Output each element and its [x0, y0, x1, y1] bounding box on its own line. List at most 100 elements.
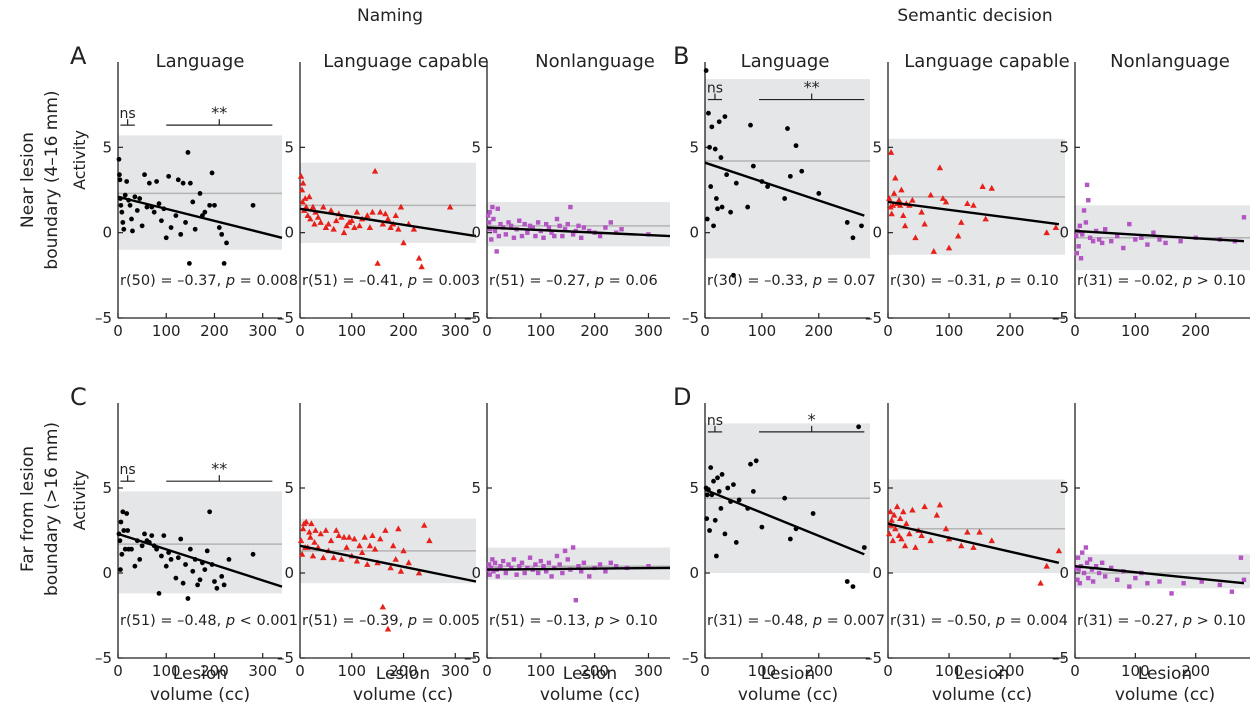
data-point [1133, 575, 1138, 581]
y-tick-label: 5 [689, 479, 699, 497]
x-tick-label: 100 [1121, 322, 1150, 340]
data-point [1074, 233, 1079, 239]
x-tick-label: 300 [634, 322, 663, 340]
data-point [1217, 582, 1223, 588]
data-point [544, 221, 549, 227]
panel-a-nonlanguage-title: Nonlanguage [535, 51, 655, 72]
data-point [1074, 565, 1079, 571]
y-tick-label: 0 [689, 224, 699, 242]
x-tick-label: 200 [1181, 322, 1210, 340]
y-tick-label: 5 [1059, 138, 1069, 156]
data-point [560, 233, 565, 239]
data-point [890, 511, 898, 518]
data-point [1090, 579, 1096, 584]
data-point [369, 532, 376, 538]
x-axis-label-6: Lesion volume (cc) [1105, 664, 1225, 706]
data-point [322, 224, 330, 230]
data-point [733, 540, 739, 545]
data-point [492, 228, 498, 234]
data-point [889, 537, 897, 544]
y-tick-label: 5 [1059, 479, 1069, 497]
data-point [207, 509, 213, 515]
data-point [299, 198, 306, 205]
data-point [486, 220, 492, 225]
data-point [541, 235, 546, 240]
data-point [130, 228, 135, 234]
data-point [503, 232, 509, 237]
data-point [554, 216, 560, 222]
data-point [333, 217, 340, 224]
data-point [353, 208, 361, 215]
data-point [366, 542, 374, 549]
data-point [415, 569, 423, 576]
fit-line [299, 207, 477, 238]
data-point [168, 225, 174, 230]
data-point [1052, 224, 1060, 230]
data-point [890, 190, 898, 196]
fit-line [117, 532, 283, 588]
data-point [703, 68, 709, 73]
data-point [979, 183, 986, 189]
data-point [787, 536, 793, 542]
data-point [713, 553, 719, 559]
data-point [597, 233, 603, 239]
data-point [156, 201, 162, 207]
data-point [799, 168, 805, 174]
data-point [187, 180, 193, 186]
data-point [1076, 244, 1081, 249]
panel-letter-a: A [70, 42, 87, 70]
data-point [325, 220, 332, 227]
x-tick-label: 200 [580, 322, 609, 340]
data-point [554, 553, 560, 559]
x-tick-label: 200 [580, 662, 609, 680]
y-tick-label: 0 [689, 564, 699, 582]
data-point [395, 225, 402, 232]
data-point [1102, 227, 1108, 232]
significance-label: * [808, 410, 816, 429]
data-point [387, 224, 394, 230]
data-point [1241, 215, 1247, 220]
data-point [1229, 589, 1235, 594]
data-point [338, 556, 345, 562]
data-point [793, 143, 799, 149]
y-tick-label: 0 [1059, 564, 1069, 582]
data-point [392, 212, 399, 218]
data-point [988, 537, 995, 544]
data-point [306, 193, 313, 200]
data-point [1077, 223, 1083, 229]
data-point [1109, 565, 1114, 571]
data-point [646, 564, 651, 569]
data-point [1043, 229, 1050, 236]
data-point [1115, 577, 1120, 582]
data-point [1157, 237, 1162, 242]
data-point [707, 144, 712, 150]
data-point [509, 223, 514, 229]
panel-b-language-title: Language [740, 51, 830, 72]
data-point [500, 558, 506, 564]
fit-line [1074, 229, 1245, 243]
data-point [939, 195, 947, 201]
data-point [1199, 579, 1204, 584]
data-point [725, 485, 731, 491]
data-point [765, 184, 770, 189]
data-point [706, 110, 711, 116]
panel-a-language-title: Language [155, 51, 245, 72]
data-point [1093, 228, 1099, 234]
data-point [137, 196, 143, 201]
data-point [345, 219, 353, 225]
significance-label: ns [707, 81, 723, 97]
data-point [909, 506, 916, 513]
x-tick-label: 100 [527, 322, 556, 340]
fit-line [486, 566, 671, 571]
data-point [557, 562, 562, 567]
data-point [209, 170, 215, 176]
data-point [782, 495, 788, 501]
y-tick-label: 0 [872, 224, 882, 242]
data-point [538, 558, 544, 564]
data-point [351, 224, 358, 230]
data-point [861, 545, 867, 550]
data-point [338, 213, 345, 220]
data-point [713, 196, 719, 201]
